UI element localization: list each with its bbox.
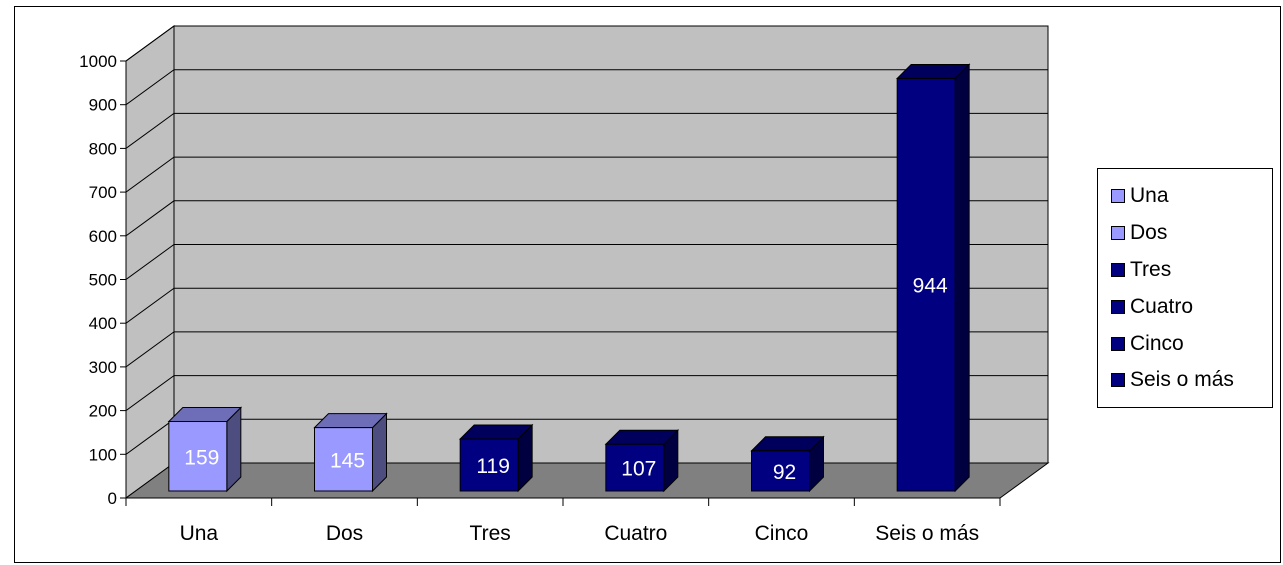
gridline	[125, 375, 1048, 412]
data-label: 159	[184, 446, 219, 469]
bar	[459, 438, 519, 492]
legend-swatch	[1111, 262, 1125, 277]
bar	[168, 421, 228, 492]
legend-label: Una	[1130, 184, 1169, 208]
bar	[751, 450, 810, 492]
gridline	[125, 287, 1048, 324]
x-axis: Una Dos Tres Cuatro Cinco Seis o más	[125, 497, 1001, 545]
data-label: 944	[913, 275, 948, 298]
data-label: 92	[773, 461, 796, 484]
legend-item: Seis o más	[1098, 362, 1272, 399]
x-tick-label: Cinco	[755, 522, 809, 545]
y-tick-label: 200	[89, 402, 117, 421]
gridline	[125, 156, 1048, 193]
y-tick-label: 700	[89, 183, 117, 202]
y-tick-label: 400	[89, 314, 117, 333]
legend-swatch	[1111, 299, 1125, 314]
gridline	[125, 331, 1048, 368]
legend: Una Dos Tres Cuatro Cinco Seis o más	[1097, 168, 1273, 408]
legend-swatch	[1111, 226, 1125, 241]
legend-item: Cuatro	[1098, 288, 1272, 325]
legend-swatch	[1111, 189, 1125, 204]
legend-label: Cinco	[1130, 331, 1184, 355]
gridline	[125, 200, 1048, 237]
data-label: 145	[330, 449, 365, 472]
bar-side	[954, 63, 970, 493]
x-tick-label: Tres	[470, 522, 511, 545]
y-tick-label: 500	[89, 271, 117, 290]
y-tick-label: 0	[108, 489, 117, 508]
bar	[896, 77, 956, 492]
legend-item: Tres	[1098, 252, 1272, 289]
gridline	[125, 69, 1048, 106]
y-tick-label: 600	[89, 227, 117, 246]
x-tick-label: Cuatro	[604, 522, 667, 545]
gridline	[125, 25, 1048, 62]
legend-label: Seis o más	[1130, 368, 1234, 392]
y-tick-label: 1000	[79, 52, 117, 71]
legend-label: Tres	[1130, 257, 1172, 281]
x-tick-label: Una	[180, 522, 219, 545]
legend-swatch	[1111, 373, 1125, 388]
legend-label: Cuatro	[1130, 294, 1194, 318]
y-tick-label: 100	[89, 445, 117, 464]
bar	[314, 427, 373, 492]
data-label: 119	[476, 455, 509, 478]
y-tick-label: 900	[89, 96, 117, 115]
legend-swatch	[1111, 336, 1125, 351]
x-tick-label: Seis o más	[875, 522, 979, 545]
bar	[605, 443, 665, 492]
legend-item: Cinco	[1098, 325, 1272, 362]
data-label: 107	[621, 458, 656, 481]
bars	[167, 63, 971, 493]
legend-item: Dos	[1098, 215, 1272, 252]
y-tick-label: 300	[89, 358, 117, 377]
legend-item: Una	[1098, 178, 1272, 215]
x-tick-label: Dos	[326, 522, 363, 545]
y-tick-label: 800	[89, 139, 117, 158]
legend-label: Dos	[1130, 221, 1168, 245]
data-labels: 159 145 119 107 92 944	[184, 275, 948, 484]
y-axis: 0 100 200 300 400 500 600 700 800 900 1000	[79, 52, 127, 508]
gridline	[125, 112, 1048, 149]
gridline	[125, 244, 1048, 280]
